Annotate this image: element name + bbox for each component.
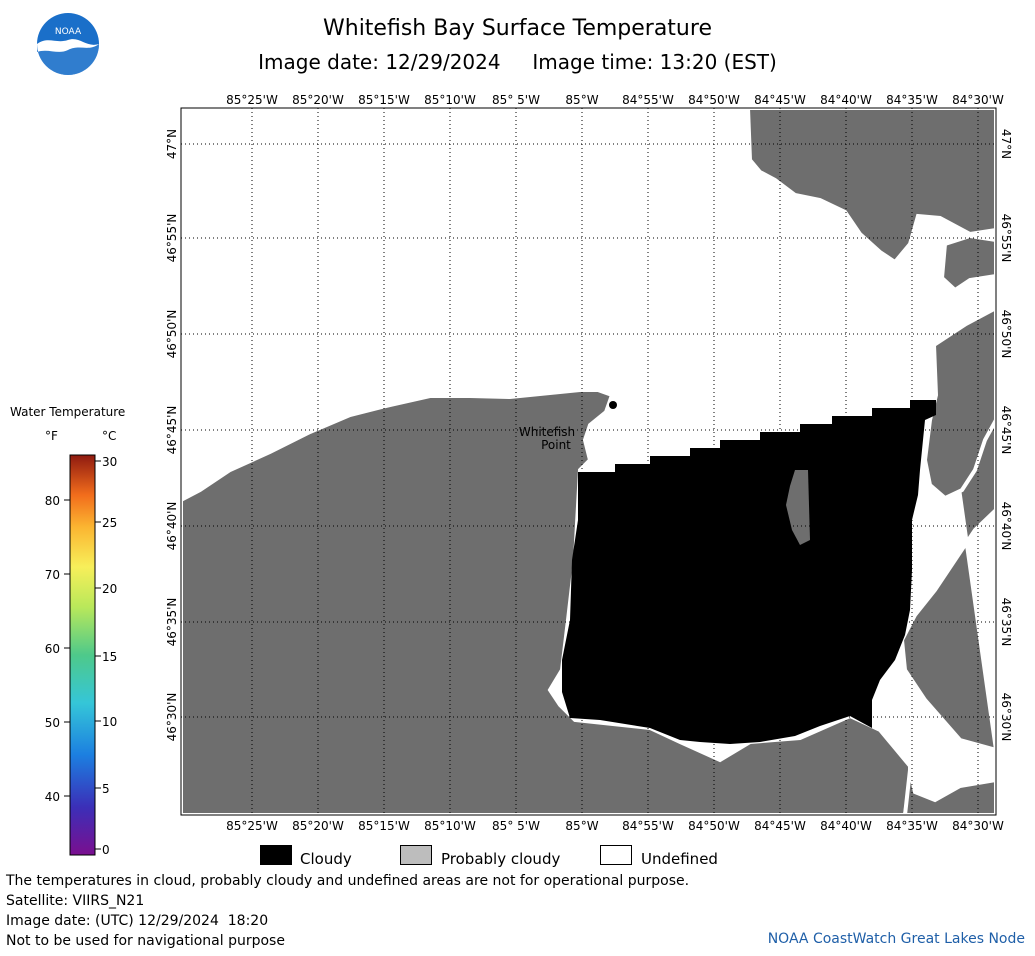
legend-label-undefined: Undefined (641, 850, 718, 868)
footer-line-disclaimer: The temperatures in cloud, probably clou… (6, 873, 690, 889)
footer-line-satellite: Satellite: VIIRS_N21 (6, 893, 145, 909)
lat-label: 46°50'N (999, 310, 1013, 359)
lat-label: 46°40'N (165, 502, 179, 551)
land-east-peninsula (922, 305, 996, 501)
noaa-logo-icon: NOAA (37, 13, 99, 75)
lat-label: 46°45'N (165, 406, 179, 455)
f-tick: 50 (45, 716, 60, 730)
lat-label: 47°N (999, 129, 1013, 159)
map-border (180, 107, 997, 816)
colorbar-gradient (69, 454, 96, 856)
lon-label: 85°10'W (424, 93, 476, 107)
land-island (939, 233, 996, 293)
lon-label: 85°20'W (292, 93, 344, 107)
land-north-east (745, 108, 996, 265)
lon-labels-top: 85°25'W 85°20'W 85°15'W 85°10'W 85° 5'W … (226, 93, 1004, 107)
lon-label: 84°40'W (820, 819, 872, 833)
image-time: Image time: 13:20 (EST) (532, 50, 777, 74)
legend-swatch-undefined (600, 845, 632, 865)
lon-label: 85° 5'W (492, 93, 540, 107)
colorbar-unit-c: °C (102, 429, 116, 443)
lon-label: 85°25'W (226, 93, 278, 107)
colorbar-ticks (64, 460, 101, 850)
lon-label: 84°50'W (688, 819, 740, 833)
footer-line-navigation: Not to be used for navigational purpose (6, 933, 285, 949)
lon-label: 84°50'W (688, 93, 740, 107)
lat-label: 46°40'N (999, 502, 1013, 551)
lat-label: 46°45'N (999, 406, 1013, 455)
lat-labels-right: 47°N 46°55'N 46°50'N 46°45'N 46°40'N 46°… (999, 129, 1013, 742)
lon-label: 84°30'W (952, 93, 1004, 107)
lon-label: 84°55'W (622, 93, 674, 107)
lon-label: 84°45'W (754, 819, 806, 833)
probably-cloudy-region (786, 470, 810, 545)
lon-label: 84°45'W (754, 93, 806, 107)
lat-label: 46°30'N (999, 693, 1013, 742)
lon-label: 85°10'W (424, 819, 476, 833)
page-title: Whitefish Bay Surface Temperature (323, 16, 712, 41)
lat-label: 47°N (165, 129, 179, 159)
colorbar-title: Water Temperature (10, 405, 125, 419)
image-date-time: Image date: 12/29/2024 Image time: 13:20… (0, 50, 1035, 74)
c-tick: 10 (102, 715, 117, 729)
colorbar-unit-f: °F (45, 429, 58, 443)
whitefish-point-marker (609, 401, 617, 409)
lon-label: 85°25'W (226, 819, 278, 833)
c-tick: 20 (102, 582, 117, 596)
place-label-line2: Point (541, 438, 571, 452)
lon-label: 84°55'W (622, 819, 674, 833)
lon-labels-bottom: 85°25'W 85°20'W 85°15'W 85°10'W 85° 5'W … (226, 819, 1004, 833)
legend-swatch-probably-cloudy (400, 845, 432, 865)
colorbar-f-labels: 80 70 60 50 40 (45, 494, 60, 804)
credit-link[interactable]: NOAA CoastWatch Great Lakes Node (767, 931, 1025, 947)
lon-label: 84°35'W (886, 93, 938, 107)
c-tick: 5 (102, 782, 110, 796)
lon-label: 85° 5'W (492, 819, 540, 833)
lat-label: 46°35'N (165, 598, 179, 647)
lon-label: 85°15'W (358, 819, 410, 833)
image-date: Image date: 12/29/2024 (258, 50, 501, 74)
c-tick: 0 (102, 843, 110, 857)
lat-label: 46°55'N (999, 214, 1013, 263)
lon-label: 85°W (565, 93, 598, 107)
footer-notes: The temperatures in cloud, probably clou… (6, 871, 689, 951)
legend-label-cloudy: Cloudy (300, 850, 352, 868)
c-tick: 25 (102, 516, 117, 530)
lat-label: 46°35'N (999, 598, 1013, 647)
lon-label: 85°20'W (292, 819, 344, 833)
lon-label: 84°40'W (820, 93, 872, 107)
f-tick: 60 (45, 642, 60, 656)
place-label-line1: Whitefish (519, 425, 575, 439)
legend-swatch-cloudy (260, 845, 292, 865)
f-tick: 70 (45, 568, 60, 582)
f-tick: 40 (45, 790, 60, 804)
f-tick: 80 (45, 494, 60, 508)
lon-label: 85°W (565, 819, 598, 833)
c-tick: 30 (102, 455, 117, 469)
lat-label: 46°30'N (165, 693, 179, 742)
logo-text: NOAA (55, 27, 82, 37)
c-tick: 15 (102, 650, 117, 664)
lon-label: 85°15'W (358, 93, 410, 107)
footer-line-utc-date: Image date: (UTC) 12/29/2024 18:20 (6, 913, 269, 929)
lat-label: 46°50'N (165, 310, 179, 359)
lat-label: 46°55'N (165, 214, 179, 263)
lat-labels-left: 47°N 46°55'N 46°50'N 46°45'N 46°40'N 46°… (165, 129, 179, 742)
colorbar-c-labels: 30 25 20 15 10 5 0 (102, 455, 117, 857)
cloudy-region (562, 400, 936, 744)
legend-label-probably-cloudy: Probably cloudy (441, 850, 561, 868)
lon-label: 84°30'W (952, 819, 1004, 833)
lon-label: 84°35'W (886, 819, 938, 833)
